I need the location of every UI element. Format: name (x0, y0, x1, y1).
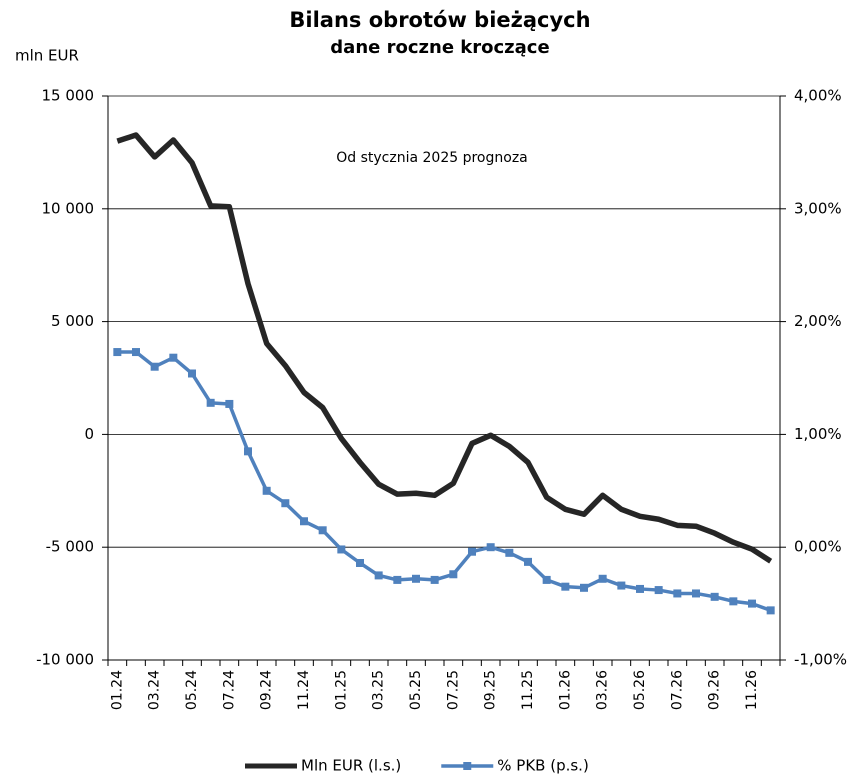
x-tick-label: 09.24 (259, 670, 275, 710)
marker (729, 597, 738, 606)
marker (393, 575, 402, 584)
y2-tick-label: 4,00% (794, 87, 842, 105)
marker (430, 575, 439, 584)
marker (580, 583, 588, 592)
x-tick-label: 01.25 (333, 670, 349, 710)
marker (300, 517, 308, 526)
marker (617, 581, 626, 590)
x-tick-label: 03.24 (147, 670, 163, 710)
legend-marker (463, 762, 472, 770)
marker (318, 526, 327, 535)
marker (337, 545, 346, 554)
x-tick-label: 11.24 (296, 670, 312, 710)
marker (766, 606, 775, 615)
y2-tick-label: 0,00% (794, 538, 842, 556)
marker (113, 348, 122, 357)
marker (468, 547, 476, 556)
x-tick-label: 07.25 (445, 670, 461, 710)
marker (598, 574, 607, 583)
series-line (117, 350, 772, 613)
marker (486, 543, 495, 552)
x-tick-label: 03.26 (595, 670, 611, 710)
y-tick-label: 10 000 (42, 199, 95, 217)
marker (654, 586, 663, 595)
marker (412, 574, 420, 583)
y-axis-label: mln EUR (15, 47, 79, 65)
marker (356, 558, 364, 567)
marker (449, 570, 458, 579)
y-tick-label: -5 000 (46, 538, 94, 556)
marker (132, 348, 140, 357)
marker (748, 599, 756, 608)
x-tick-label: 07.26 (669, 670, 685, 710)
marker (710, 592, 719, 601)
chart-subtitle: dane roczne kroczące (330, 37, 549, 58)
chart-title: Bilans obrotów bieżących (289, 8, 590, 32)
marker (505, 548, 514, 557)
x-tick-label: 05.25 (408, 670, 424, 710)
y-tick-label: 5 000 (51, 312, 94, 330)
x-tick-label: 11.26 (744, 670, 760, 710)
x-tick-label: 11.25 (520, 670, 536, 710)
marker (561, 582, 570, 591)
y2-tick-label: 2,00% (794, 312, 842, 330)
x-tick-label: 09.25 (483, 670, 499, 710)
x-tick-label: 01.26 (557, 670, 573, 710)
marker (692, 589, 700, 598)
marker (374, 571, 383, 580)
x-tick-label: 07.24 (221, 670, 237, 710)
marker (281, 499, 290, 508)
x-tick-label: 05.24 (184, 670, 200, 710)
marker (262, 486, 271, 495)
marker (636, 584, 644, 593)
x-tick-label: 05.26 (632, 670, 648, 710)
x-tick-label: 09.26 (707, 670, 723, 710)
marker (169, 353, 178, 362)
legend-label: % PKB (p.s.) (497, 757, 589, 775)
legend-label: Mln EUR (l.s.) (301, 757, 401, 775)
marker (150, 362, 159, 371)
y-tick-label: -10 000 (36, 651, 94, 669)
x-tick-label: 01.24 (109, 670, 125, 710)
y-tick-label: 0 (84, 425, 94, 443)
y-tick-label: 15 000 (42, 87, 95, 105)
series-line (116, 132, 773, 564)
x-tick-label: 03.25 (371, 670, 387, 710)
marker (673, 589, 682, 598)
marker (542, 575, 551, 584)
y2-tick-label: 3,00% (794, 199, 842, 217)
marker (244, 447, 252, 456)
marker (225, 399, 234, 408)
annotation: Od stycznia 2025 prognoza (336, 150, 528, 166)
marker (206, 398, 215, 407)
marker (188, 369, 196, 378)
y2-tick-label: 1,00% (794, 425, 842, 443)
y2-tick-label: -1,00% (794, 651, 847, 669)
marker (524, 557, 532, 566)
